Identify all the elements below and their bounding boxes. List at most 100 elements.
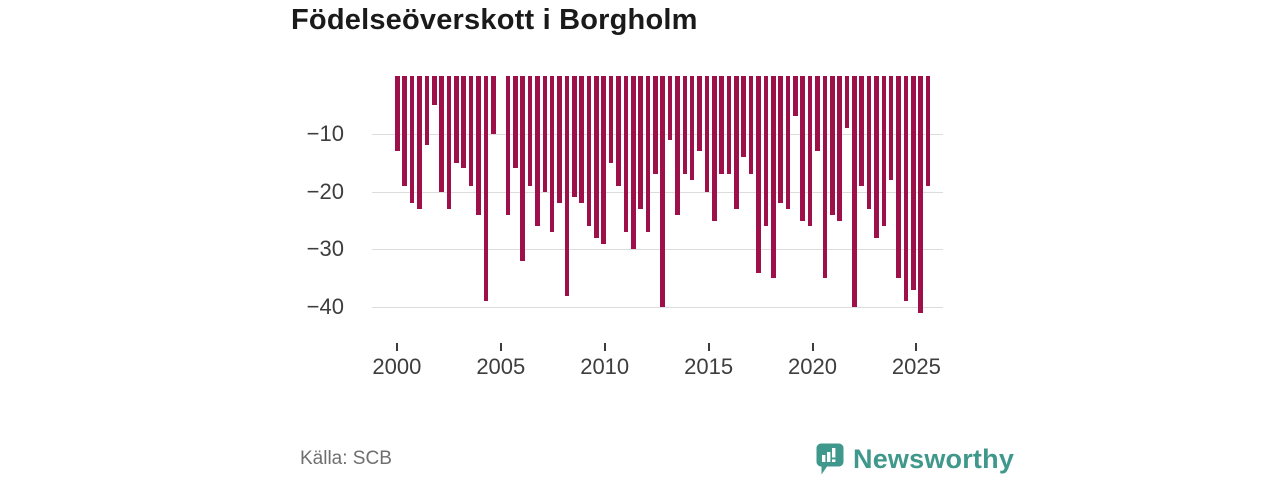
bar — [630, 76, 636, 250]
bar — [837, 76, 842, 221]
bar — [446, 76, 452, 209]
x-tick-label: 2000 — [372, 354, 422, 379]
bar — [689, 76, 695, 181]
bar — [513, 76, 518, 169]
y-tick-label: −40 — [306, 294, 344, 320]
x-tick — [707, 343, 710, 351]
bar — [874, 76, 879, 238]
bar — [918, 76, 923, 313]
bar — [896, 76, 901, 279]
bar — [793, 76, 798, 117]
y-axis-labels: −10 −20 −30 −40 — [296, 70, 358, 335]
x-tick-label: 2010 — [580, 354, 630, 379]
x-tick — [811, 343, 814, 351]
bar — [402, 76, 408, 186]
bar — [424, 76, 430, 146]
bar — [483, 76, 489, 302]
x-tick-label: 2025 — [891, 354, 941, 379]
bar — [439, 76, 444, 192]
bar — [719, 76, 724, 175]
y-tick-label: −10 — [306, 120, 344, 146]
x-tick — [915, 343, 918, 351]
gridline — [372, 249, 943, 251]
bar — [468, 76, 474, 186]
bar — [461, 76, 467, 169]
x-tick — [603, 343, 606, 351]
bar — [417, 76, 422, 209]
bar — [638, 76, 643, 209]
bar — [601, 76, 607, 244]
bar — [520, 76, 525, 261]
bar — [542, 76, 548, 192]
bar — [564, 76, 570, 296]
bar — [505, 76, 511, 215]
bar — [756, 76, 761, 273]
bar — [579, 76, 584, 204]
bar — [571, 76, 577, 198]
bar — [852, 76, 857, 308]
bar — [653, 76, 658, 175]
bar — [682, 76, 688, 175]
bar — [527, 76, 533, 186]
bar — [741, 76, 747, 157]
bar — [616, 76, 621, 186]
bar — [675, 76, 680, 215]
bar — [431, 76, 437, 105]
bar — [704, 76, 710, 192]
bar — [770, 76, 776, 279]
bar — [409, 76, 415, 204]
bar — [800, 76, 806, 221]
bar — [881, 76, 887, 227]
bar — [829, 76, 835, 215]
bar — [454, 76, 459, 163]
y-tick-label: −20 — [306, 178, 344, 204]
newsworthy-speech-bubble-chart-icon — [816, 443, 844, 476]
bar — [859, 76, 864, 186]
bar — [623, 76, 629, 233]
bar — [748, 76, 754, 175]
x-tick — [395, 343, 398, 351]
newsworthy-logo-text: Newsworthy — [853, 444, 1015, 474]
bar — [763, 76, 769, 227]
bar — [815, 76, 820, 152]
bar — [490, 76, 496, 134]
x-tick-label: 2015 — [684, 354, 734, 379]
source-caption: Källa: SCB — [300, 448, 392, 469]
x-axis: 2000 2005 2010 2015 2020 2025 — [372, 343, 943, 385]
bar — [476, 76, 481, 215]
bar — [807, 76, 813, 227]
bar — [557, 76, 562, 204]
bar — [660, 76, 665, 308]
bar — [395, 76, 400, 152]
bar — [645, 76, 651, 233]
bar — [608, 76, 614, 163]
bar — [667, 76, 673, 140]
bar — [925, 76, 931, 186]
x-tick-label: 2020 — [788, 354, 837, 379]
bar — [866, 76, 872, 209]
bar — [734, 76, 739, 209]
bar — [822, 76, 828, 279]
bar — [726, 76, 732, 175]
bar — [549, 76, 555, 233]
bar — [903, 76, 909, 302]
bar — [712, 76, 717, 221]
newsworthy-logo: Newsworthy — [816, 443, 1014, 476]
bar — [594, 76, 599, 238]
x-tick — [499, 343, 502, 351]
bar — [535, 76, 540, 227]
bar — [911, 76, 916, 290]
gridline — [372, 191, 943, 193]
chart-title: Födelseöverskott i Borgholm — [291, 4, 698, 36]
x-tick-label: 2005 — [476, 354, 526, 379]
bar — [785, 76, 791, 209]
bar — [697, 76, 702, 152]
bar — [586, 76, 592, 227]
gridline — [372, 307, 943, 309]
y-tick-label: −30 — [306, 236, 344, 262]
bar — [778, 76, 783, 204]
plot-area — [372, 70, 943, 335]
bar — [888, 76, 894, 181]
bar — [844, 76, 850, 129]
